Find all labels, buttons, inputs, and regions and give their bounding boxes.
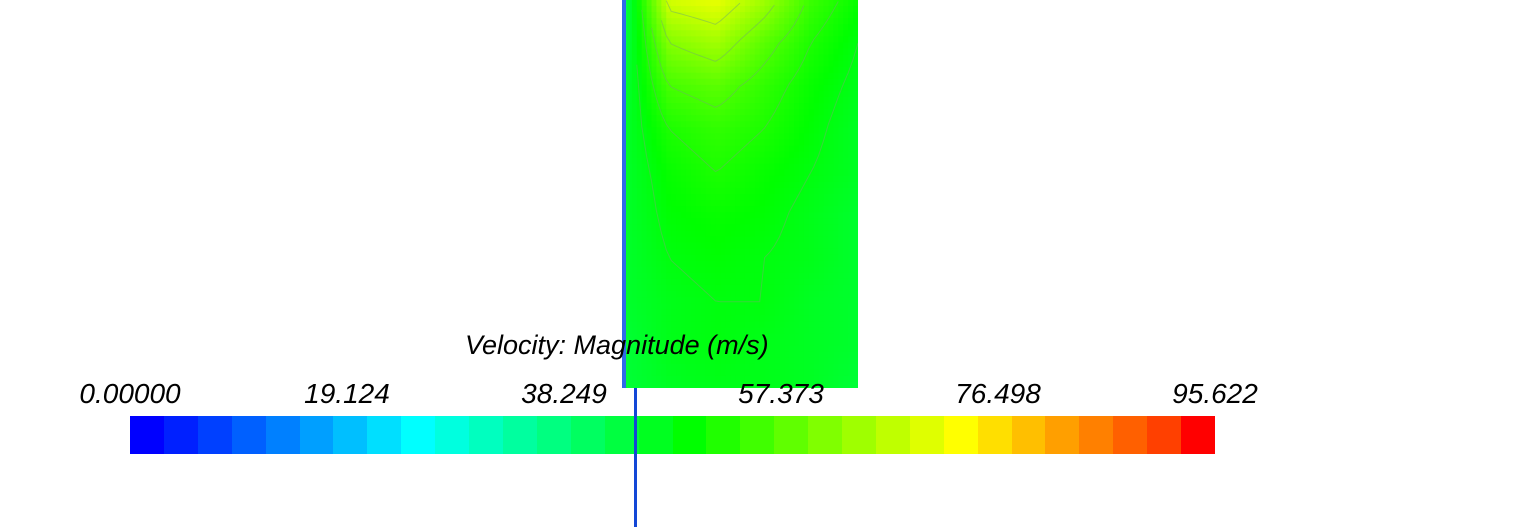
colorbar-segment: [978, 416, 1012, 454]
colorbar-tick-label: 57.373: [738, 378, 824, 410]
colorbar-segment: [740, 416, 774, 454]
colorbar-segment: [130, 416, 164, 454]
colorbar-segment: [876, 416, 910, 454]
colorbar-segment: [673, 416, 707, 454]
colorbar-segment: [164, 416, 198, 454]
colorbar-segment: [367, 416, 401, 454]
colorbar-segment: [300, 416, 334, 454]
colorbar: [130, 416, 1215, 454]
plot-bottom-centerline: [634, 388, 637, 527]
colorbar-segment: [706, 416, 740, 454]
colorbar-segment: [266, 416, 300, 454]
colorbar-segment: [571, 416, 605, 454]
colorbar-segment: [435, 416, 469, 454]
colorbar-tick-label: 95.622: [1172, 378, 1258, 410]
colorbar-segment: [1113, 416, 1147, 454]
colorbar-segment: [639, 416, 673, 454]
colorbar-segment: [537, 416, 571, 454]
colorbar-segment: [1012, 416, 1046, 454]
figure-canvas: Velocity: Magnitude (m/s) 0.00000 19.124 3…: [0, 0, 1526, 527]
colorbar-tick-label: 38.249: [521, 378, 607, 410]
colorbar-segment: [1147, 416, 1181, 454]
colorbar-segment: [774, 416, 808, 454]
colorbar-tick-label: 19.124: [304, 378, 390, 410]
colorbar-tick-label: 76.498: [955, 378, 1041, 410]
colorbar-segment: [842, 416, 876, 454]
colorbar-segment: [503, 416, 537, 454]
colorbar-segment: [198, 416, 232, 454]
colorbar-segment: [1045, 416, 1079, 454]
colorbar-segment: [1079, 416, 1113, 454]
colorbar-tick-label: 0.00000: [79, 378, 180, 410]
colorbar-segment: [469, 416, 503, 454]
colorbar-segment: [910, 416, 944, 454]
colorbar-segment: [1181, 416, 1215, 454]
colorbar-segment: [333, 416, 367, 454]
colorbar-segment: [944, 416, 978, 454]
colorbar-segment: [808, 416, 842, 454]
colorbar-segment: [232, 416, 266, 454]
colorbar-segment: [401, 416, 435, 454]
colorbar-title: Velocity: Magnitude (m/s): [465, 330, 769, 361]
